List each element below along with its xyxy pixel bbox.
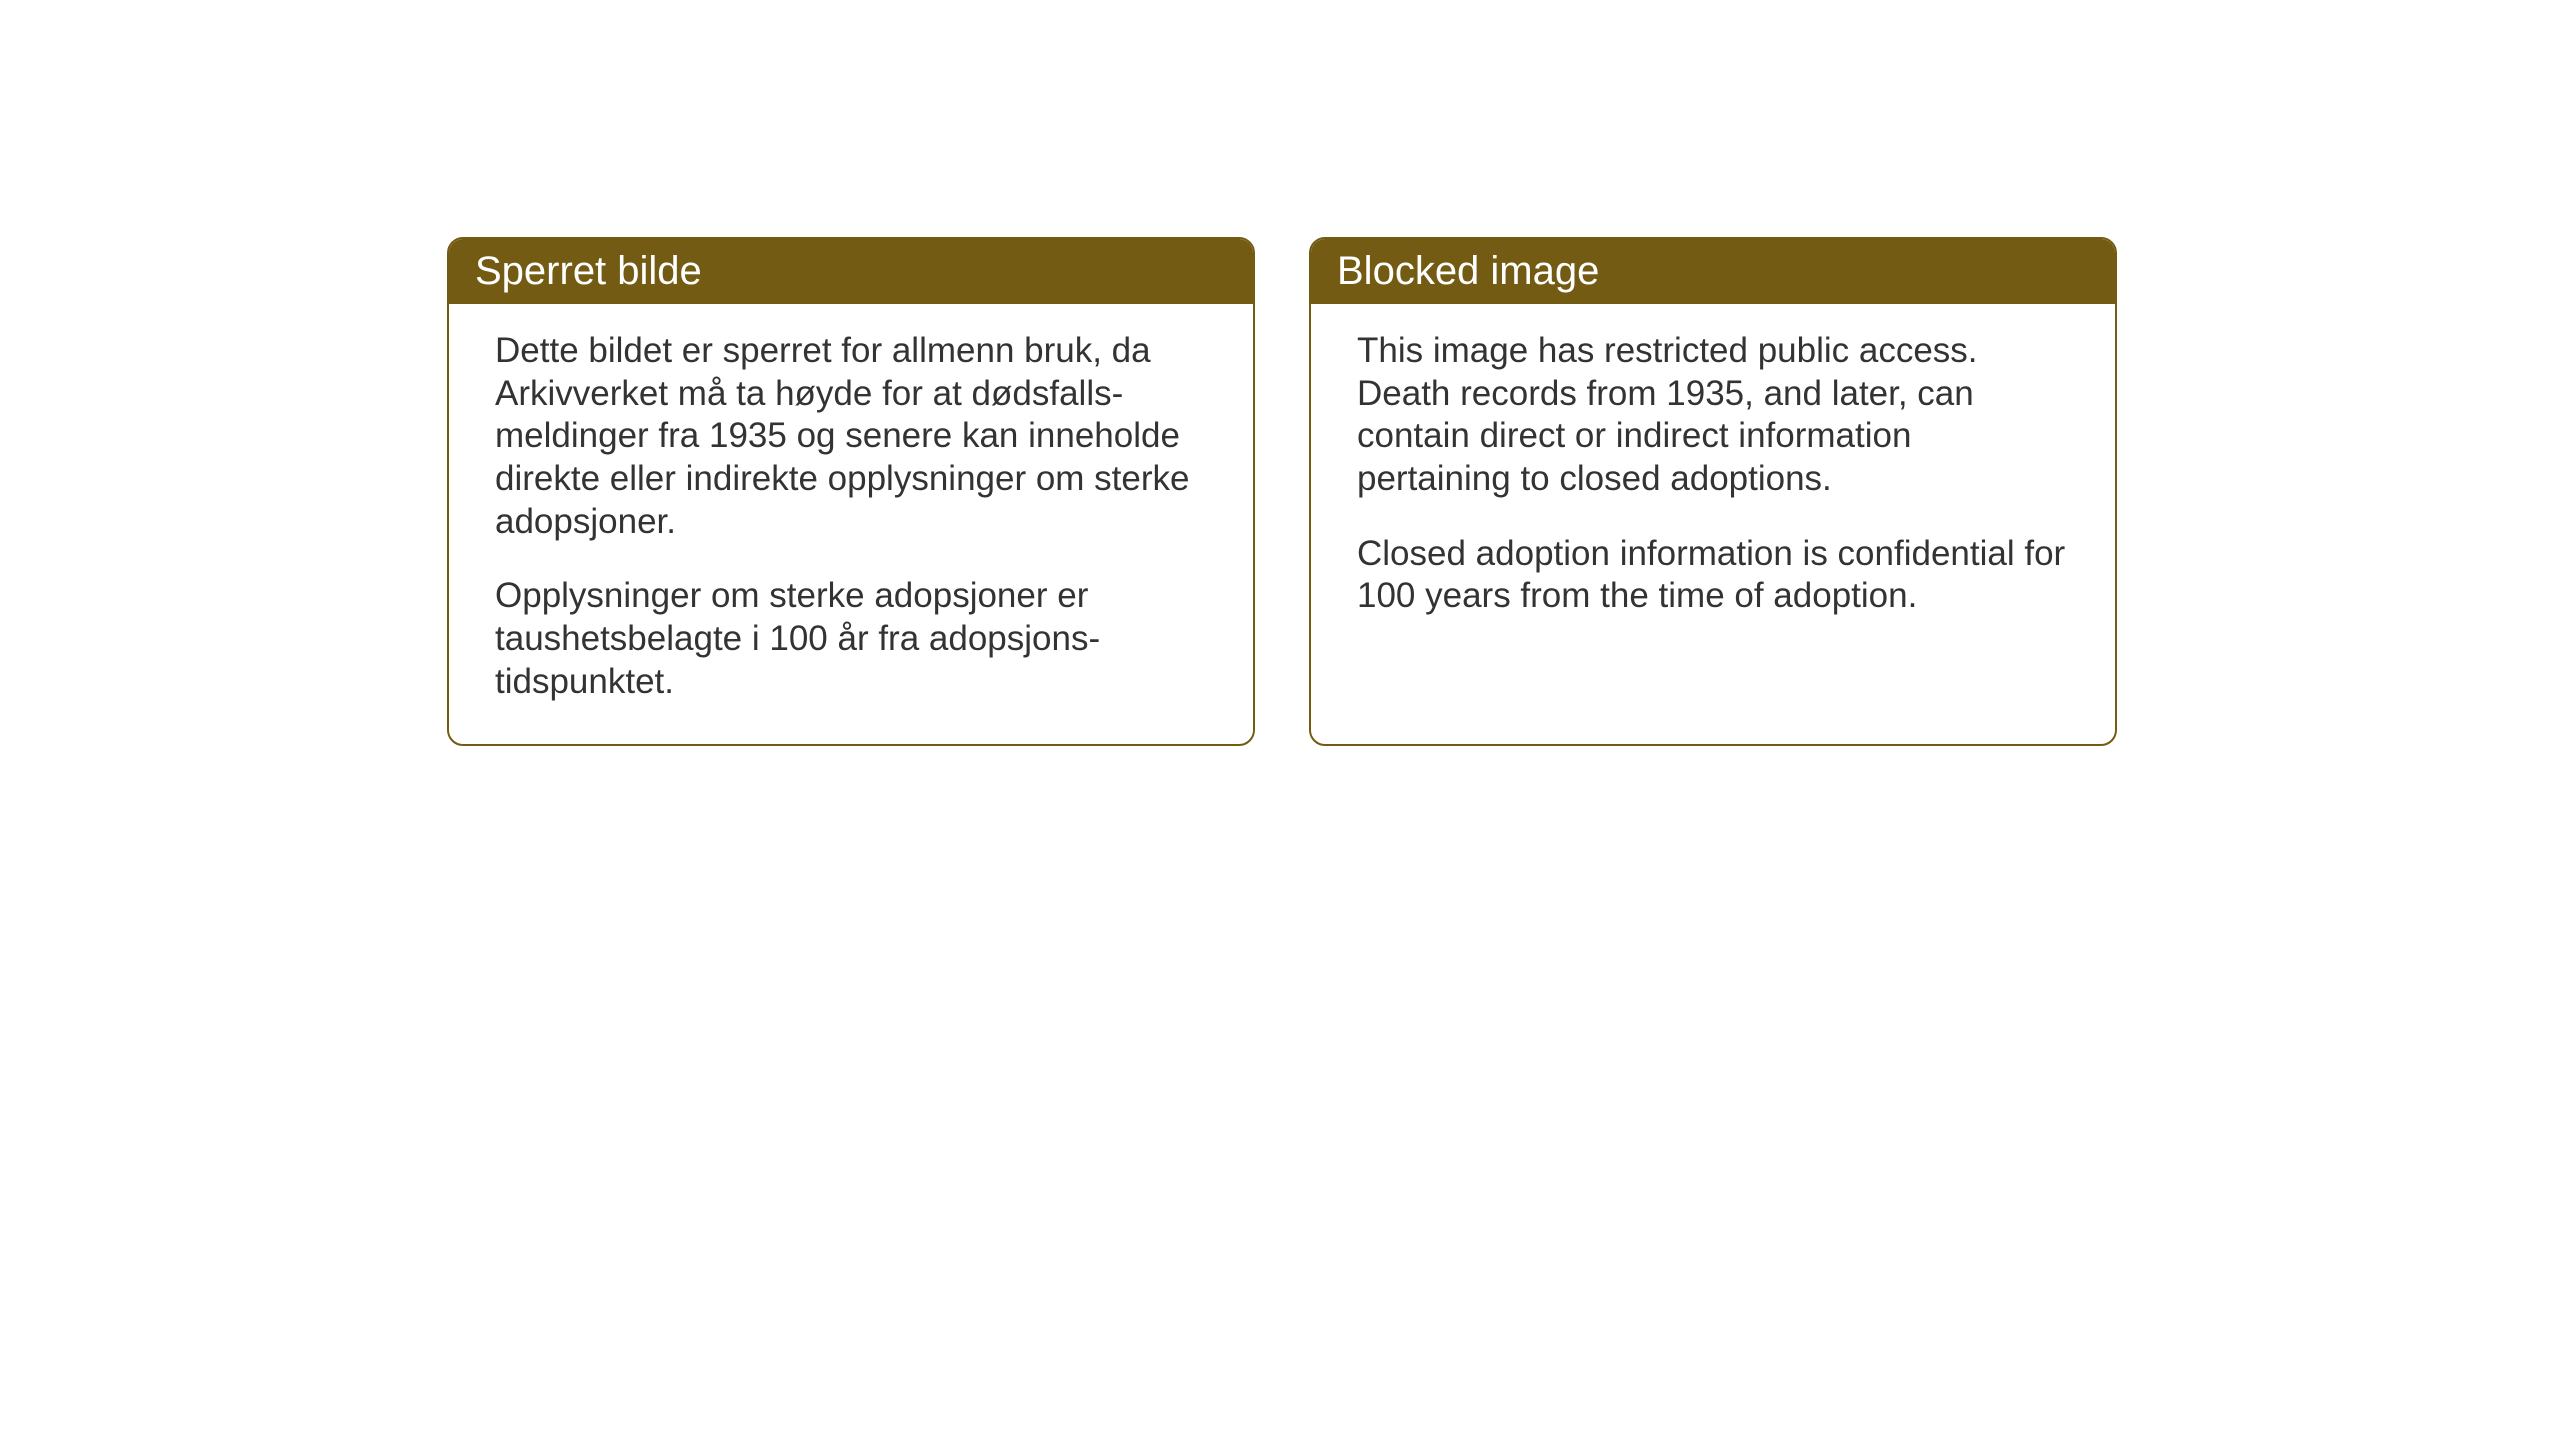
- english-card-title: Blocked image: [1337, 249, 1599, 293]
- norwegian-card-header: Sperret bilde: [449, 239, 1253, 304]
- notice-container: Sperret bilde Dette bildet er sperret fo…: [447, 237, 2117, 746]
- english-paragraph-1: This image has restricted public access.…: [1357, 330, 2069, 501]
- norwegian-card-body: Dette bildet er sperret for allmenn bruk…: [449, 304, 1253, 744]
- english-paragraph-2: Closed adoption information is confident…: [1357, 533, 2069, 618]
- english-notice-card: Blocked image This image has restricted …: [1309, 237, 2117, 746]
- english-card-header: Blocked image: [1311, 239, 2115, 304]
- norwegian-paragraph-2: Opplysninger om sterke adopsjoner er tau…: [495, 575, 1207, 703]
- norwegian-notice-card: Sperret bilde Dette bildet er sperret fo…: [447, 237, 1255, 746]
- english-card-body: This image has restricted public access.…: [1311, 304, 2115, 658]
- norwegian-card-title: Sperret bilde: [475, 249, 702, 293]
- norwegian-paragraph-1: Dette bildet er sperret for allmenn bruk…: [495, 330, 1207, 543]
